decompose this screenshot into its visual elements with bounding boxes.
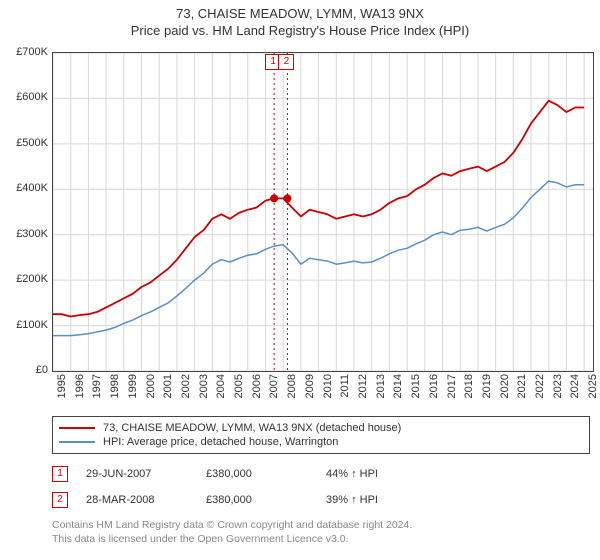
x-tick-label: 2000	[145, 374, 157, 398]
footer-attribution: Contains HM Land Registry data © Crown c…	[52, 518, 590, 546]
x-tick-label: 2007	[268, 374, 280, 398]
event-table: 129-JUN-2007£380,00044% ↑ HPI228-MAR-200…	[52, 462, 590, 514]
footer-line: This data is licensed under the Open Gov…	[52, 532, 590, 546]
event-pct: 39% ↑ HPI	[326, 494, 466, 506]
x-tick-label: 2023	[552, 374, 564, 398]
x-tick-label: 1997	[91, 374, 103, 398]
x-tick-label: 2012	[357, 374, 369, 398]
x-tick-label: 2001	[162, 374, 174, 398]
x-tick-label: 2024	[569, 374, 581, 398]
x-tick-label: 2025	[587, 374, 599, 398]
event-badge: 2	[52, 492, 68, 508]
chart-title-subtitle: Price paid vs. HM Land Registry's House …	[0, 21, 600, 42]
event-row: 1 29-JUN-2007£380,00044% ↑ HPI	[52, 462, 590, 488]
x-tick-label: 2010	[322, 374, 334, 398]
event-date: 29-JUN-2007	[86, 468, 206, 480]
event-row: 2 28-MAR-2008£380,00039% ↑ HPI	[52, 488, 590, 514]
x-tick-label: 2022	[534, 374, 546, 398]
legend-swatch	[59, 427, 95, 429]
event-badge: 1	[52, 466, 68, 482]
x-tick-label: 1995	[56, 374, 68, 398]
x-tick-label: 1996	[74, 374, 86, 398]
y-tick-label: £600K	[16, 91, 48, 103]
x-tick-label: 2002	[180, 374, 192, 398]
y-tick-label: £200K	[16, 273, 48, 285]
y-tick-label: £400K	[16, 182, 48, 194]
x-tick-label: 2003	[198, 374, 210, 398]
event-price: £380,000	[206, 494, 326, 506]
x-tick-label: 2004	[215, 374, 227, 398]
x-tick-label: 1998	[109, 374, 121, 398]
event-price: £380,000	[206, 468, 326, 480]
x-tick-label: 2013	[375, 374, 387, 398]
plot-area	[52, 52, 594, 372]
y-tick-label: £700K	[16, 46, 48, 58]
x-tick-label: 2018	[463, 374, 475, 398]
legend-label: 73, CHAISE MEADOW, LYMM, WA13 9NX (detac…	[103, 422, 401, 434]
footer-line: Contains HM Land Registry data © Crown c…	[52, 518, 590, 532]
legend-item: 73, CHAISE MEADOW, LYMM, WA13 9NX (detac…	[59, 421, 583, 435]
y-tick-label: £100K	[16, 319, 48, 331]
legend-label: HPI: Average price, detached house, Warr…	[103, 436, 338, 448]
legend: 73, CHAISE MEADOW, LYMM, WA13 9NX (detac…	[52, 416, 590, 454]
legend-swatch	[59, 441, 95, 443]
x-tick-label: 2015	[410, 374, 422, 398]
x-tick-label: 2008	[286, 374, 298, 398]
x-tick-label: 2014	[392, 374, 404, 398]
marker-badge: 2	[278, 54, 294, 70]
x-tick-label: 1999	[127, 374, 139, 398]
x-tick-label: 2016	[428, 374, 440, 398]
x-tick-label: 2017	[446, 374, 458, 398]
legend-item: HPI: Average price, detached house, Warr…	[59, 435, 583, 449]
chart-title-address: 73, CHAISE MEADOW, LYMM, WA13 9NX	[0, 0, 600, 21]
x-tick-label: 2006	[251, 374, 263, 398]
x-tick-label: 2011	[339, 374, 351, 398]
x-tick-label: 2020	[499, 374, 511, 398]
x-tick-label: 2021	[516, 374, 528, 398]
y-tick-label: £300K	[16, 228, 48, 240]
chart-container: 73, CHAISE MEADOW, LYMM, WA13 9NX Price …	[0, 0, 600, 560]
y-tick-label: £0	[36, 364, 48, 376]
event-pct: 44% ↑ HPI	[326, 468, 466, 480]
event-date: 28-MAR-2008	[86, 494, 206, 506]
y-tick-label: £500K	[16, 137, 48, 149]
x-tick-label: 2009	[304, 374, 316, 398]
x-tick-label: 2005	[233, 374, 245, 398]
x-tick-label: 2019	[481, 374, 493, 398]
